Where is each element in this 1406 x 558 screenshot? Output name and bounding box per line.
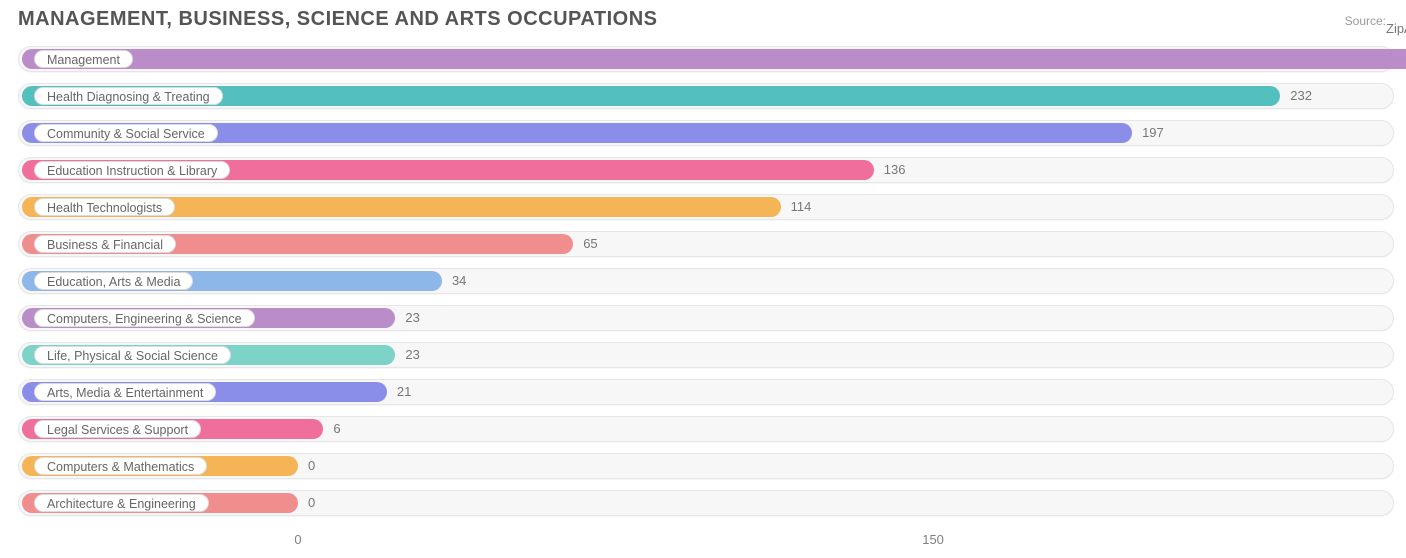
bar-row: Health Technologists 114 bbox=[18, 192, 1394, 222]
bar-row: Community & Social Service 197 bbox=[18, 118, 1394, 148]
bar-value: 0 bbox=[308, 494, 315, 512]
bar-value: 197 bbox=[1142, 124, 1164, 142]
bar-label: Legal Services & Support bbox=[34, 420, 201, 438]
bar-label: Computers, Engineering & Science bbox=[34, 309, 255, 327]
bar-value: 34 bbox=[452, 272, 466, 290]
bar-value: 114 bbox=[791, 198, 812, 216]
bar-label: Management bbox=[34, 50, 133, 68]
bar-label: Arts, Media & Entertainment bbox=[34, 383, 216, 401]
bar-row: Architecture & Engineering 0 bbox=[18, 488, 1394, 518]
chart-title: MANAGEMENT, BUSINESS, SCIENCE AND ARTS O… bbox=[18, 8, 657, 31]
bar-value: 136 bbox=[884, 161, 906, 179]
bar-label: Health Diagnosing & Treating bbox=[34, 87, 223, 105]
bar-label: Education Instruction & Library bbox=[34, 161, 230, 179]
bar-row: Business & Financial 65 bbox=[18, 229, 1394, 259]
bar-row: Health Diagnosing & Treating 232 bbox=[18, 81, 1394, 111]
bar-value: 232 bbox=[1290, 87, 1312, 105]
bar-label: Health Technologists bbox=[34, 198, 175, 216]
source-value: ZipAtlas.com bbox=[1386, 20, 1406, 38]
bar-row: Education Instruction & Library 136 bbox=[18, 155, 1394, 185]
bar-value: 65 bbox=[583, 235, 597, 253]
bar-value: 21 bbox=[397, 383, 411, 401]
bar-row: Life, Physical & Social Science 23 bbox=[18, 340, 1394, 370]
bar-value: 6 bbox=[333, 420, 340, 438]
x-axis-tick: 0 bbox=[294, 532, 301, 547]
bar-row: Education, Arts & Media 34 bbox=[18, 266, 1394, 296]
bar-container: Management286 Health Diagnosing & Treatin… bbox=[18, 44, 1394, 518]
source-label: Source: bbox=[1345, 14, 1386, 28]
bar-label: Business & Financial bbox=[34, 235, 176, 253]
bar-row: Computers, Engineering & Science 23 bbox=[18, 303, 1394, 333]
bar-label: Architecture & Engineering bbox=[34, 494, 209, 512]
bar-row: Legal Services & Support 6 bbox=[18, 414, 1394, 444]
bar-row: Management286 bbox=[18, 44, 1394, 74]
bar-value: 23 bbox=[405, 346, 419, 364]
chart-plot-area: Management286 Health Diagnosing & Treatin… bbox=[18, 44, 1394, 528]
source-attribution: Source: ZipAtlas.com bbox=[1345, 14, 1386, 28]
bar-value: 23 bbox=[405, 309, 419, 327]
bar-label: Education, Arts & Media bbox=[34, 272, 193, 290]
bar-value: 0 bbox=[308, 457, 315, 475]
bar-label: Computers & Mathematics bbox=[34, 457, 207, 475]
bar-row: Arts, Media & Entertainment 21 bbox=[18, 377, 1394, 407]
bar-fill bbox=[22, 49, 1406, 69]
x-axis: 0150300 bbox=[18, 532, 1394, 552]
bar-label: Life, Physical & Social Science bbox=[34, 346, 231, 364]
bar-row: Computers & Mathematics 0 bbox=[18, 451, 1394, 481]
x-axis-tick: 150 bbox=[922, 532, 944, 547]
bar-label: Community & Social Service bbox=[34, 124, 218, 142]
